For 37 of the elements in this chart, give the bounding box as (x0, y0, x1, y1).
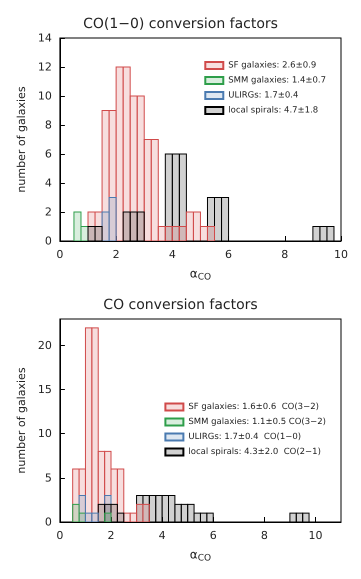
y-tick-label: 20 (38, 338, 52, 352)
legend-label: ULIRGs: 1.7±0.4 CO(1−0) (188, 432, 302, 442)
y-tick-label: 0 (44, 234, 52, 248)
legend-label: ULIRGs: 1.7±0.4 (228, 90, 298, 100)
legend-label: SF galaxies: 2.6±0.9 (228, 60, 316, 70)
x-tick-label: 2 (108, 529, 115, 542)
y-tick-label: 10 (38, 427, 52, 440)
y-tick-label: 10 (38, 90, 52, 102)
x-tick-label: 4 (168, 248, 176, 261)
y-tick-label: 2 (44, 206, 52, 218)
x-tick-label: 0 (56, 529, 64, 542)
y-tick-label: 14 (38, 32, 52, 44)
y-axis-title: number of galaxies (15, 367, 28, 474)
x-tick-label: 0 (56, 248, 64, 261)
x-tick-label: 2 (112, 248, 120, 261)
x-tick-label: 6 (225, 248, 232, 261)
y-tick-label: 4 (44, 176, 52, 190)
legend-label: local spirals: 4.7±1.8 (228, 106, 318, 116)
legend-label: SF galaxies: 1.6±0.6 CO(3−2) (188, 402, 319, 412)
x-tick-label: 8 (281, 248, 288, 261)
x-tick-label: 8 (260, 529, 268, 542)
y-tick-label: 12 (38, 60, 52, 74)
chart-title: CO(1−0) conversion factors (83, 16, 278, 32)
y-tick-label: 8 (44, 118, 52, 132)
x-tick-label: 6 (210, 529, 217, 542)
legend-label: local spirals: 4.3±2.0 CO(2−1) (188, 447, 321, 457)
y-tick-label: 6 (44, 148, 52, 160)
legend-label: SMM galaxies: 1.4±0.7 (228, 76, 326, 86)
y-tick-label: 0 (44, 516, 52, 528)
x-tick-label: 10 (334, 248, 348, 261)
x-tick-label: 4 (158, 529, 166, 542)
x-tick-label: 10 (308, 529, 322, 542)
chart-title: CO conversion factors (103, 297, 258, 313)
y-axis-title: number of galaxies (15, 86, 28, 193)
legend-label: SMM galaxies: 1.1±0.5 CO(3−2) (188, 417, 326, 427)
y-tick-label: 5 (44, 471, 52, 484)
y-tick-label: 15 (38, 383, 52, 396)
